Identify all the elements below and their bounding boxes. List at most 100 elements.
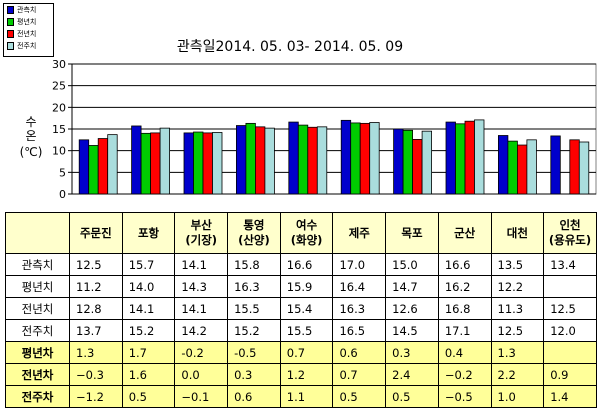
table-cell: 12.6 [385,297,439,320]
bar [497,135,509,195]
table-cell: 1.7 [121,341,176,364]
y-tick-label: 0 [59,188,66,201]
table-cell: 14.1 [174,253,229,276]
table-cell: 14.7 [385,275,439,298]
table-cell: 14.0 [121,275,176,298]
table-row: 평년치 11.2 14.0 14.3 16.3 15.9 16.4 14.7 16.2 12.2 [5,275,597,298]
table-cell: -0.2 [174,341,229,364]
bar [507,140,518,195]
table-cell: 12.8 [69,297,123,320]
table-header-row: 주문진 포항 부산 (기장) 통영 (산양) 여수 (화양) 제주 목포 군산 대천 인천 (용유도) [5,212,597,254]
table-cell: 12.2 [490,275,545,298]
column-header: 목포 [385,212,439,254]
bar [569,139,580,195]
table-row: 전년치 12.8 14.1 14.1 15.5 15.4 16.3 12.6 16.8 11.3 1… [5,297,597,320]
table-cell: 1.3 [69,341,123,364]
column-header: 제주 [332,212,387,254]
bar [464,120,475,195]
table-cell: 15.9 [279,275,334,298]
legend-swatch [7,18,14,26]
bar [78,139,90,195]
y-tick-label: 10 [52,145,66,158]
legend-item: 관측치 [4,4,53,16]
table-cell: 12.5 [69,253,123,276]
legend: 관측치 평년치 전년치 전주치 [3,3,54,57]
table-row: 관측치 12.5 15.7 14.1 15.8 16.6 17.0 15.0 16.6 13.5 1… [5,253,597,276]
table-cell: −0.1 [174,385,229,408]
table-cell: 11.2 [69,275,123,298]
table-cell: 1.6 [121,363,176,386]
y-tick-label: 30 [52,58,66,71]
table-cell: 13.5 [490,253,545,276]
table-cell: 2.2 [490,363,545,386]
table-cell: 11.3 [490,297,545,320]
table-cell: 17.0 [332,253,387,276]
column-header: 포항 [121,212,176,254]
legend-swatch [7,30,14,38]
table-cell: 0.0 [174,363,229,386]
y-axis-label-line: (℃) [20,145,43,159]
bar [159,127,171,195]
table-row: 전주치 13.7 15.2 14.2 15.2 15.5 16.5 14.5 17.1 12.5 1… [5,319,597,342]
row-label: 전년차 [5,363,70,386]
table-cell: 15.2 [121,319,176,342]
bar [350,122,361,195]
table-cell: 14.1 [174,297,229,320]
y-axis-label-line: 온 [25,129,36,143]
table-cell: 0.3 [227,363,281,386]
bar [235,125,247,195]
bar [140,132,152,195]
y-tick-label: 5 [59,166,66,179]
bar [107,134,118,195]
table-cell [543,275,597,298]
bar [254,126,266,195]
table-cell: 13.4 [543,253,597,276]
row-label: 전주차 [5,385,70,408]
y-tick-label: 25 [52,80,66,93]
legend-swatch [7,6,14,14]
table-cell: 15.8 [227,253,281,276]
table-cell [543,341,597,364]
table-cell: 1.2 [279,363,334,386]
table-cell: 16.4 [332,275,387,298]
column-header: 통영 (산양) [227,212,281,254]
legend-swatch [7,42,14,50]
bar [316,126,328,195]
bar [455,123,466,195]
table-cell: 16.6 [437,253,492,276]
column-header: 대천 [490,212,545,254]
table-cell: 1.1 [279,385,334,408]
table-cell: 15.0 [385,253,439,276]
table-cell: 0.7 [279,341,334,364]
table-cell: 16.8 [437,297,492,320]
table-cell: 1.3 [490,341,545,364]
bar [369,122,380,195]
bar [183,132,194,195]
y-axis-label-line: 수 [25,115,36,129]
bar [474,119,485,195]
row-label: 관측치 [5,253,70,276]
row-label: 평년차 [5,341,70,364]
legend-item: 전년치 [4,28,53,40]
table-cell: 14.2 [174,319,229,342]
table-cell: 12.5 [543,297,597,320]
table-cell: 14.3 [174,275,229,298]
bar [264,127,275,195]
table-cell: 0.9 [543,363,597,386]
table-row: 전주차 −1.2 0.5 −0.1 0.6 1.1 0.5 0.5 −0.5 1.0 1.4 [5,385,597,408]
table-row: 전년차 −0.3 1.6 0.0 0.3 1.2 0.7 2.4 −0.2 2.2 0.9 [5,363,597,386]
table-cell: 16.3 [227,275,281,298]
table-cell: 16.5 [332,319,387,342]
table-cell: 2.4 [385,363,439,386]
table-cell: 14.1 [121,297,176,320]
row-label: 전년치 [5,297,70,320]
column-header: 부산 (기장) [174,212,229,254]
table-cell: 16.2 [437,275,492,298]
data-table: 주문진 포항 부산 (기장) 통영 (산양) 여수 (화양) 제주 목포 군산 대천 인천 (용유도) 관측… [5,212,597,408]
bar [340,119,352,195]
bar [578,141,590,195]
table-cell: 0.3 [385,341,439,364]
bar-chart: 관측일2014. 05. 03- 2014. 05. 09 수온 (℃) 0 5 10… [20,39,597,201]
bar [97,138,109,195]
table-cell: 14.5 [385,319,439,342]
